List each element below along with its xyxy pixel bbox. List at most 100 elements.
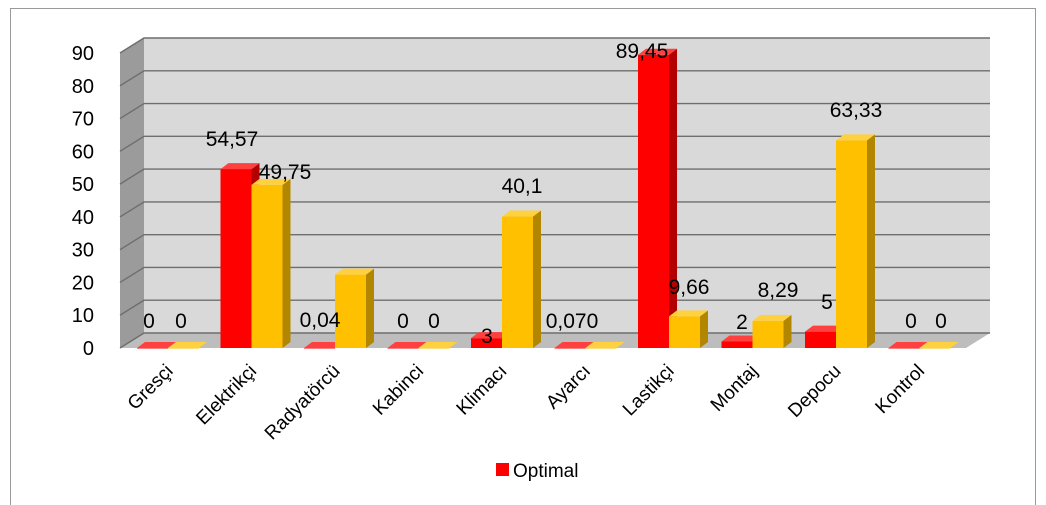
bar <box>251 178 291 348</box>
bar-side <box>669 48 677 349</box>
bar-top <box>721 335 761 342</box>
y-tick-label: 20 <box>72 272 94 294</box>
bar-front <box>585 348 617 349</box>
data-label: 63,33 <box>830 99 883 122</box>
y-axis-ticks: 0 10 20 30 40 50 60 70 80 90 <box>72 43 94 360</box>
bar-front <box>721 341 753 348</box>
bar-top <box>638 48 677 55</box>
category-label: Gresçi <box>124 361 178 415</box>
bar-front <box>137 348 168 349</box>
bar-side <box>366 268 374 348</box>
bar-front <box>805 331 836 348</box>
legend: Optimal <box>496 461 578 482</box>
bar-top <box>836 134 875 141</box>
bar <box>168 342 207 349</box>
category-label: Ayarcı <box>542 361 595 414</box>
bar-front <box>669 316 700 348</box>
data-label: 5 <box>821 291 833 314</box>
bar-top <box>335 268 374 275</box>
bar-top <box>502 210 541 217</box>
chart-frame <box>10 8 1036 505</box>
data-label: 0,04 <box>300 309 341 332</box>
side-wall <box>120 38 144 348</box>
bar-top <box>554 342 594 348</box>
bar <box>137 342 176 349</box>
bar-front <box>836 140 867 348</box>
bar <box>554 342 594 349</box>
bar <box>836 134 875 348</box>
y-tick-label: 10 <box>72 305 94 327</box>
bar <box>335 268 374 348</box>
y-tick-label: 60 <box>72 141 94 163</box>
bar-top <box>919 342 959 348</box>
bar-front <box>471 338 502 348</box>
category-label: Lastikçi <box>619 361 679 421</box>
category-labels: Gresçi Elektrikçi Radyatörcü Kabinci Klimacı… <box>124 361 929 445</box>
gridline <box>119 37 990 54</box>
bar-front <box>387 348 419 349</box>
y-tick-label: 90 <box>72 43 94 65</box>
bar-top <box>752 314 792 321</box>
bar <box>585 342 625 349</box>
y-tick-label: 0 <box>83 338 94 360</box>
data-label: 9,66 <box>669 276 710 299</box>
bar-side <box>700 310 708 348</box>
bar <box>919 342 959 349</box>
bar-front <box>502 216 533 348</box>
bar-front <box>335 274 366 348</box>
bar-front <box>251 184 283 348</box>
bar-top <box>304 342 343 348</box>
bar-top <box>471 332 510 339</box>
bar-top <box>888 342 928 348</box>
y-tick-label: 80 <box>72 76 94 98</box>
category-label: Radyatörcü <box>261 361 345 445</box>
bar-top <box>251 178 291 185</box>
data-label: 89,45 <box>616 40 669 63</box>
gridline <box>119 70 990 87</box>
gridline <box>119 299 990 316</box>
bar-front <box>919 348 951 349</box>
bar-front <box>418 348 450 349</box>
gridline <box>119 135 990 152</box>
category-label: Montaj <box>707 361 762 416</box>
bar <box>387 342 427 349</box>
data-label: 0,070 <box>546 310 599 333</box>
gridline <box>119 201 990 218</box>
y-tick-label: 70 <box>72 109 94 131</box>
data-label: 8,29 <box>758 279 799 302</box>
bar-side <box>282 178 291 348</box>
bar <box>752 314 792 348</box>
bar <box>418 342 458 349</box>
data-label: 0 <box>935 310 947 333</box>
bar-top <box>220 163 260 170</box>
bar-top <box>168 342 207 348</box>
bar-front <box>304 348 335 349</box>
data-label: 40,1 <box>502 175 543 198</box>
category-label: Elektrikçi <box>192 361 261 430</box>
data-label: 0 <box>905 310 917 333</box>
bar-front <box>752 320 784 348</box>
bar <box>502 210 541 348</box>
y-tick-label: 50 <box>72 174 94 196</box>
bar-top <box>669 310 708 317</box>
bar <box>638 48 677 349</box>
gridline <box>119 266 990 284</box>
category-label: Depocu <box>784 361 845 422</box>
data-label: 2 <box>736 311 748 334</box>
legend-swatch <box>496 463 509 476</box>
data-label: 3 <box>481 325 493 348</box>
bar-front <box>888 348 920 349</box>
bar-front <box>168 348 199 349</box>
bar-top <box>418 342 458 348</box>
y-tick-label: 40 <box>72 207 94 229</box>
bar-front <box>638 54 669 349</box>
category-label: Klimacı <box>453 361 512 420</box>
y-tick-label: 30 <box>72 240 94 262</box>
data-label: 0 <box>428 310 440 333</box>
bar-side <box>867 134 875 348</box>
bar-front <box>554 348 586 349</box>
data-label: 0 <box>175 310 187 333</box>
bar <box>304 342 343 349</box>
